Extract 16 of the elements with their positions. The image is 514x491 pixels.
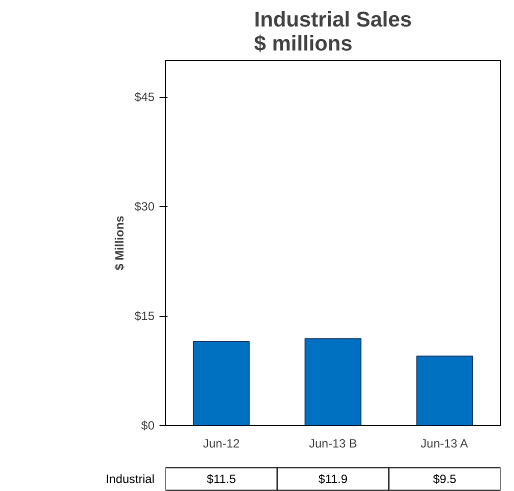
data-label: $11.5	[206, 472, 236, 486]
bar	[192, 341, 250, 426]
chart-title: Industrial Sales $ millions	[254, 8, 412, 56]
data-label: $11.9	[318, 472, 348, 486]
x-tick-label: Jun-12	[202, 436, 240, 450]
y-axis-title: $ Millions	[112, 215, 126, 270]
text: Industrial	[106, 472, 155, 486]
y-tick-label: $0	[141, 418, 155, 432]
x-tick-label: Jun-13 B	[308, 436, 358, 450]
bar	[304, 338, 362, 426]
y-tick-label: $45	[134, 90, 155, 104]
bar	[416, 356, 474, 426]
x-tick-label: Jun-13 A	[420, 436, 468, 450]
y-tick-label: $30	[134, 200, 155, 214]
y-tick-label: $15	[134, 309, 155, 323]
data-label: $9.5	[432, 472, 457, 486]
